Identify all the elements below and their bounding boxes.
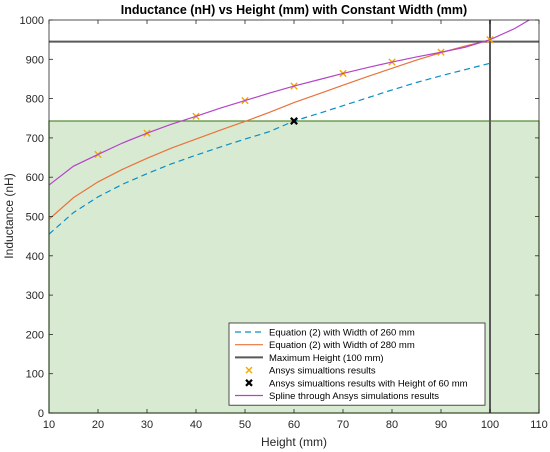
legend-item: Maximum Height (100 mm)	[235, 353, 384, 364]
legend-item: Equation (2) with Width of 280 mm	[235, 340, 415, 351]
legend-label: Ansys simualtions results	[269, 366, 376, 377]
marker-stroke	[290, 117, 298, 125]
series-2	[48, 39, 491, 220]
x-tick-label: 50	[239, 419, 251, 431]
x-tick-label: 20	[92, 419, 104, 431]
y-tick-label: 0	[38, 408, 44, 420]
series-line	[48, 39, 491, 220]
x-tick-label: 110	[530, 419, 548, 431]
y-axis-label: Inductance (nH)	[2, 173, 16, 258]
x-axis-label: Height (mm)	[261, 435, 327, 449]
y-tick-label: 500	[26, 212, 44, 224]
legend-swatch	[245, 366, 253, 374]
y-tick-label: 600	[26, 172, 44, 184]
series-5	[290, 117, 298, 125]
x-tick-label: 30	[141, 419, 153, 431]
x-tick-label: 40	[190, 419, 202, 431]
x-axis: 10 20 30 40 50 60 70 80 90 100 110	[43, 20, 548, 431]
legend-label: Maximum Height (100 mm)	[269, 353, 384, 364]
y-tick-label: 400	[26, 251, 44, 263]
x-tick-label: 60	[288, 419, 300, 431]
series-6	[48, 19, 530, 186]
y-tick-label: 300	[26, 290, 44, 302]
legend: Equation (2) with Width of 260 mmEquatio…	[228, 322, 486, 406]
y-tick-label: 100	[26, 369, 44, 381]
x-tick-label: 10	[43, 419, 55, 431]
legend-item: Spline through Ansys simulations results	[235, 391, 439, 402]
legend-box	[228, 322, 486, 406]
y-tick-label: 1000	[20, 15, 44, 27]
y-axis: 0 100 200 300 400 500 600 700 800 900 1000	[20, 15, 539, 420]
legend-swatch	[245, 379, 253, 387]
y-tick-label: 800	[26, 94, 44, 106]
x-tick-label: 100	[481, 419, 499, 431]
series-3	[49, 20, 539, 413]
series-1	[48, 62, 491, 235]
legend-item: Ansys simualtions results with Height of…	[245, 378, 468, 389]
series-line	[48, 19, 530, 186]
legend-label: Equation (2) with Width of 280 mm	[269, 340, 415, 351]
legend-item: Equation (2) with Width of 260 mm	[235, 328, 415, 339]
x-tick-label: 70	[337, 419, 349, 431]
y-tick-label: 900	[26, 54, 44, 66]
plot-area	[48, 19, 540, 414]
data-point	[290, 117, 298, 125]
y-tick-label: 700	[26, 133, 44, 145]
legend-item: Ansys simualtions results	[245, 366, 376, 377]
legend-label: Spline through Ansys simulations results	[269, 391, 439, 402]
x-tick-label: 90	[435, 419, 447, 431]
chart-title: Inductance (nH) vs Height (mm) with Cons…	[121, 3, 467, 17]
legend-label: Equation (2) with Width of 260 mm	[269, 328, 415, 339]
legend-label: Ansys simualtions results with Height of…	[269, 378, 468, 389]
y-tick-label: 200	[26, 329, 44, 341]
series-line	[48, 62, 491, 235]
x-tick-label: 80	[386, 419, 398, 431]
